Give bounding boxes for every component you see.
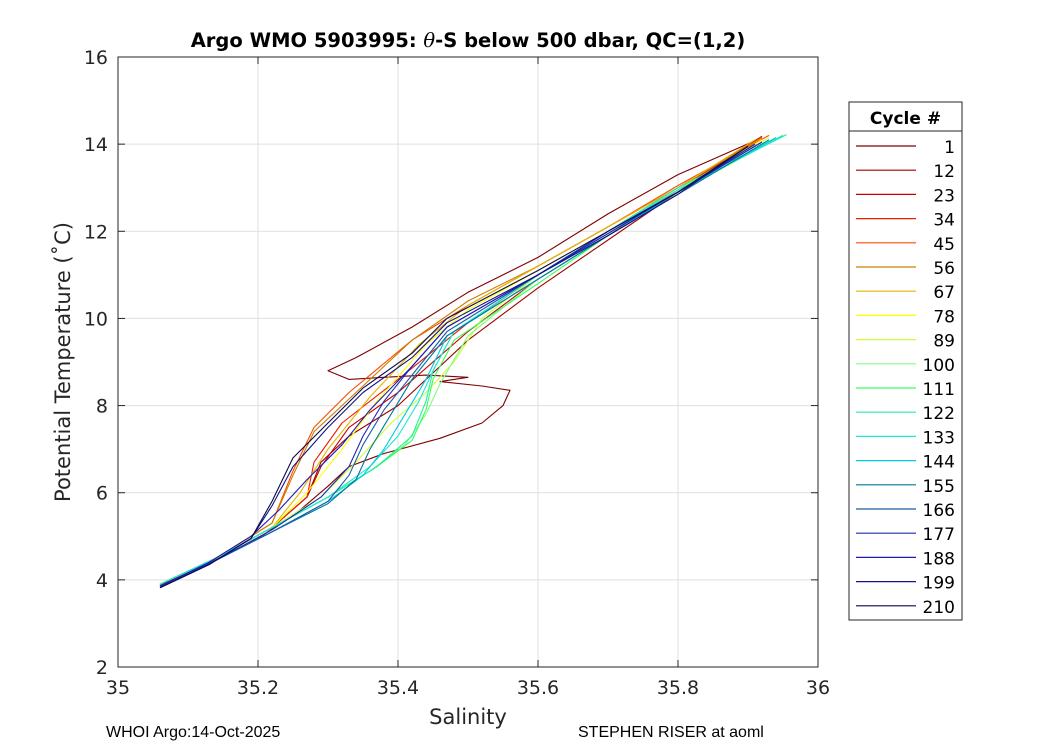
y-tick-label: 16 bbox=[84, 47, 108, 69]
legend-label: 155 bbox=[923, 477, 955, 497]
chart-title-prefix: Argo WMO 5903995: bbox=[191, 29, 424, 52]
legend-label: 199 bbox=[923, 574, 955, 594]
legend-title: Cycle # bbox=[870, 109, 941, 129]
grid bbox=[118, 57, 818, 667]
chart-title-theta: θ bbox=[423, 29, 435, 52]
legend-label: 111 bbox=[923, 380, 955, 400]
legend-label: 89 bbox=[933, 332, 955, 352]
legend-label: 45 bbox=[933, 235, 955, 255]
x-axis-label: Salinity bbox=[429, 705, 507, 729]
legend-label: 188 bbox=[923, 549, 955, 569]
legend: Cycle # 1 12 23 34 45 56 67 78 89 100 111 122 133 144… bbox=[848, 101, 963, 621]
plot-area bbox=[118, 57, 818, 667]
y-tick-label: 2 bbox=[96, 657, 108, 679]
x-tick-label: 35 bbox=[106, 677, 130, 699]
chart-title: Argo WMO 5903995: θ-S below 500 dbar, QC… bbox=[191, 29, 746, 52]
legend-label: 78 bbox=[933, 307, 955, 327]
series-line-cycle-188 bbox=[159, 143, 756, 587]
legend-label: 12 bbox=[933, 162, 955, 182]
legend-label: 56 bbox=[933, 259, 955, 279]
series-line-cycle-210 bbox=[159, 145, 749, 589]
y-axis-label: Potential Temperature (˚C) bbox=[51, 222, 75, 502]
legend-label: 67 bbox=[933, 283, 955, 303]
legend-label: 34 bbox=[933, 211, 955, 231]
y-tick-label: 14 bbox=[84, 134, 108, 156]
legend-label: 23 bbox=[933, 186, 955, 206]
legend-label: 133 bbox=[923, 428, 955, 448]
x-axis-ticks: 35 35.2 35.4 35.6 35.8 36 bbox=[106, 57, 830, 699]
legend-label: 144 bbox=[923, 453, 955, 473]
legend-label: 177 bbox=[923, 525, 955, 545]
legend-label: 166 bbox=[923, 501, 955, 521]
legend-label: 210 bbox=[923, 598, 955, 618]
legend-label: 100 bbox=[923, 356, 955, 376]
chart-title-suffix: -S below 500 dbar, QC=(1,2) bbox=[435, 29, 745, 52]
legend-entries: 1 12 23 34 45 56 67 78 89 100 111 122 133 144 155 166 17… bbox=[856, 138, 955, 618]
series-layer bbox=[159, 134, 787, 589]
legend-label: 1 bbox=[944, 138, 955, 158]
y-tick-label: 6 bbox=[96, 483, 108, 505]
footer-credit-left: WHOI Argo:14-Oct-2025 bbox=[106, 724, 281, 741]
legend-label: 122 bbox=[923, 404, 955, 424]
x-tick-label: 35.4 bbox=[377, 677, 419, 699]
x-tick-label: 35.2 bbox=[237, 677, 279, 699]
x-tick-label: 35.6 bbox=[517, 677, 559, 699]
y-axis-ticks: 2 4 6 8 10 12 14 16 bbox=[84, 47, 818, 679]
y-tick-label: 10 bbox=[84, 308, 108, 330]
x-tick-label: 35.8 bbox=[657, 677, 699, 699]
y-tick-label: 4 bbox=[96, 570, 108, 592]
y-tick-label: 12 bbox=[84, 221, 108, 243]
x-tick-label: 36 bbox=[806, 677, 830, 699]
plot-frame bbox=[117, 56, 819, 668]
series-line-cycle-1 bbox=[159, 137, 763, 586]
footer-credit-right: STEPHEN RISER at aoml bbox=[578, 724, 764, 741]
y-tick-label: 8 bbox=[96, 396, 108, 418]
